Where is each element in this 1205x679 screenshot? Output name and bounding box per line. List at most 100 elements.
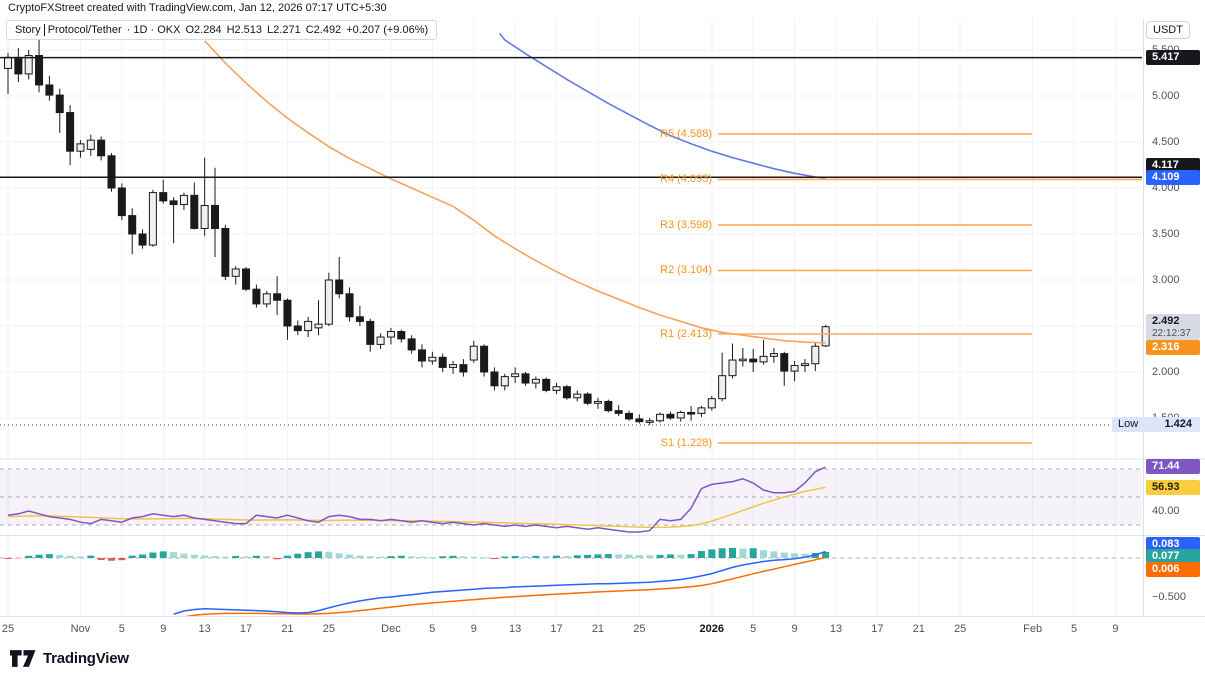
candle [335, 279, 344, 295]
attribution-text: CryptoFXStreet created with TradingView.… [8, 2, 387, 14]
candle [552, 386, 561, 391]
symbol-legend[interactable]: Story Protocol/Tether · 1D · OKX O2.284 H… [6, 20, 438, 40]
candle [625, 412, 633, 420]
candle [138, 233, 147, 246]
candle [324, 279, 333, 325]
candle [293, 325, 302, 332]
candle [583, 393, 592, 404]
candle [480, 345, 489, 373]
close-value: C2.492 [305, 24, 342, 36]
candle [345, 293, 354, 318]
candle [542, 378, 551, 391]
pane-separators [0, 18, 1205, 616]
candle [780, 353, 789, 372]
tradingview-brand[interactable]: TradingView [43, 650, 129, 667]
candle [800, 363, 809, 367]
change-value: +0.207 (+9.06%) [346, 24, 429, 36]
macd-histogram [4, 547, 830, 561]
candle [386, 331, 395, 338]
currency-button[interactable]: USDT [1146, 21, 1190, 39]
candle [604, 400, 613, 412]
tradingview-logo-icon [10, 650, 36, 667]
candle [428, 356, 437, 362]
candle [179, 194, 188, 206]
time-axis[interactable] [0, 616, 1205, 645]
candle [366, 320, 375, 345]
candle [666, 413, 675, 419]
candle [211, 204, 219, 229]
sr-levels [718, 133, 1142, 444]
blue-ma-line [498, 32, 826, 179]
candle [45, 84, 54, 96]
candle [221, 227, 230, 277]
candle [4, 56, 12, 69]
candle [718, 375, 727, 400]
candle [490, 371, 499, 387]
candles [4, 31, 830, 425]
candle [511, 373, 520, 378]
candle [676, 411, 685, 419]
candle [521, 373, 530, 384]
candle [273, 293, 282, 301]
candle [376, 336, 385, 345]
candle [242, 268, 251, 290]
candle [35, 55, 44, 86]
candle [769, 353, 778, 357]
candle [821, 326, 830, 347]
low-value: L2.271 [267, 24, 301, 36]
candle [469, 345, 478, 361]
candle [573, 393, 582, 399]
candle [314, 323, 323, 329]
footer: TradingView [10, 649, 129, 668]
candle [159, 192, 168, 202]
candle [190, 194, 199, 229]
candle [562, 386, 571, 399]
interval-exchange-label: · 1D · OKX [126, 24, 181, 36]
candle [697, 407, 706, 414]
candle [656, 413, 665, 422]
candle [262, 293, 271, 305]
symbol-name-prefix: Story [15, 24, 41, 36]
candle [418, 349, 426, 362]
candle [97, 139, 106, 157]
candle [459, 364, 468, 373]
orange-ma-line [204, 40, 826, 344]
candle [614, 410, 623, 414]
candle [687, 411, 696, 415]
candle [397, 331, 406, 340]
candle [252, 288, 261, 305]
candle [200, 204, 209, 229]
high-value: H2.513 [226, 24, 263, 36]
candle [148, 192, 157, 246]
open-value: O2.284 [185, 24, 222, 36]
candle [500, 376, 509, 387]
macd-lines [173, 550, 826, 616]
trendlines [0, 56, 1142, 178]
candle [738, 358, 747, 362]
candle [449, 364, 458, 368]
candle [759, 355, 768, 363]
candle [107, 155, 116, 189]
candle [811, 345, 820, 365]
candle [593, 400, 602, 404]
candle [531, 378, 540, 384]
candle [86, 139, 95, 150]
rsi-lines [7, 466, 826, 533]
candle [128, 215, 137, 235]
candle [231, 268, 240, 277]
candle [790, 365, 799, 372]
price-axis[interactable] [1144, 18, 1205, 616]
candle [169, 200, 178, 206]
candle [355, 316, 364, 322]
candle [14, 56, 23, 75]
candle [55, 94, 64, 114]
candle [438, 356, 447, 368]
candle [749, 358, 758, 363]
text-cursor [43, 24, 45, 36]
candle [24, 55, 33, 75]
candle [645, 420, 654, 423]
candle [283, 299, 292, 327]
rsi-pane [0, 468, 1142, 526]
